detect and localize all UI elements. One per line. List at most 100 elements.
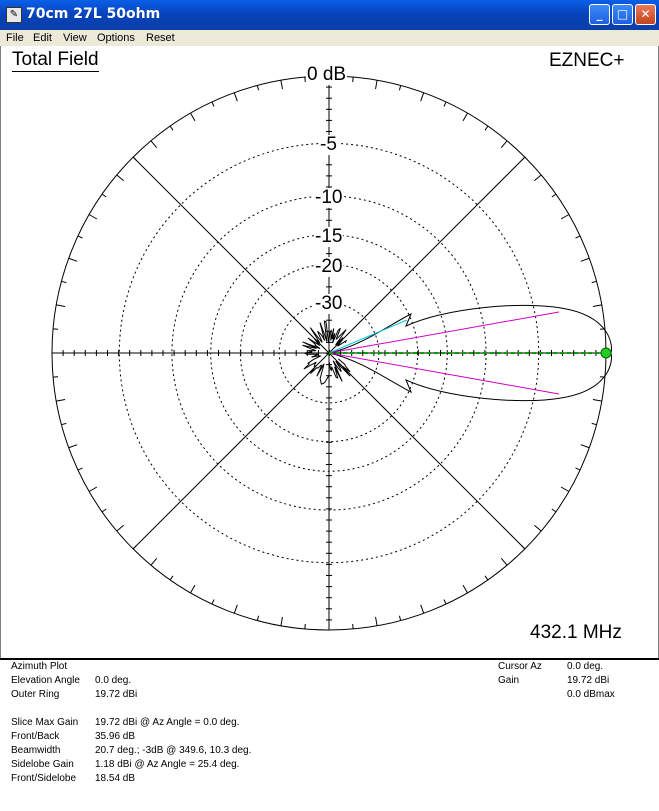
info-value-elevation: 0.0 deg. [95,675,132,686]
menu-options[interactable]: Options [97,32,135,44]
ring-tick [591,280,597,284]
ring-tick [190,112,196,122]
brand-label: EZNEC+ [549,50,625,71]
ring-tick [233,92,238,102]
ring-tick [150,140,158,149]
polar-plot[interactable] [1,46,658,658]
plot-area[interactable]: Total Field EZNEC+ 0 dB -5 -10 -15 -20 -… [0,46,659,658]
info-label-front-sidelobe: Front/Sidelobe [11,773,77,784]
info-value-max-gain: 19.72 dBi @ Az Angle = 0.0 deg. [95,717,240,728]
ring-tick [116,524,125,532]
info-label-elevation: Elevation Angle [11,675,80,686]
window-title: 70cm 27L 50ohm [26,6,161,22]
info-panel: Azimuth Plot Elevation Angle 0.0 deg. Ou… [0,660,659,811]
ring-tick [551,193,557,198]
ring-tick [233,604,238,614]
plot-overlay [302,304,612,402]
ring-tick [169,575,174,581]
ring-tick [484,575,489,581]
info-value-cursor-az: 0.0 deg. [567,661,604,672]
ring-tick [420,92,425,102]
ring-label-minus30: -30 [314,293,344,314]
ring-tick [211,101,215,107]
ring-tick [462,584,468,594]
ring-label-minus10: -10 [314,187,344,208]
menu-bar: File Edit View Options Reset [0,30,659,46]
info-value-gain: 19.72 dBi [567,675,610,686]
ring-tick [68,257,78,262]
ring-label-0db: 0 dB [306,64,348,85]
info-label-front-back: Front/Back [11,731,60,742]
grid-spoke [328,352,526,550]
ring-tick [280,80,283,90]
ring-tick [68,444,78,449]
app-icon[interactable]: ✎ [6,7,22,23]
grid-spoke [328,156,526,354]
ring-tick [211,599,215,605]
info-label-beamwidth: Beamwidth [11,745,61,756]
frequency-label: 432.1 MHz [530,622,622,643]
info-label-gain: Gain [498,675,520,686]
grid-spoke [132,156,330,354]
info-label-cursor-az: Cursor Az [498,661,542,672]
info-value-front-back: 35.96 dB [95,731,136,742]
info-value-gain-dbmax: 0.0 dBmax [567,689,615,700]
ring-label-minus20: -20 [314,256,344,277]
ring-tick [116,174,125,182]
ring-tick [190,584,196,594]
ring-tick [533,174,542,182]
ring-tick [88,486,98,492]
ring-tick [375,80,378,90]
info-value-outer-ring: 19.72 dBi [95,689,138,700]
menu-view[interactable]: View [63,32,87,44]
info-label-sidelobe-gain: Sidelobe Gain [11,759,74,770]
ring-tick [551,508,557,513]
maximize-button[interactable]: □ [612,4,633,25]
info-label-outer-ring: Outer Ring [11,689,60,700]
minimize-button[interactable]: _ [589,4,610,25]
ring-tick [101,193,107,198]
ring-tick [592,304,602,307]
ring-tick [56,304,66,307]
info-value-sidelobe-gain: 1.18 dBi @ Az Angle = 25.4 deg. [95,759,240,770]
menu-edit[interactable]: Edit [33,32,52,44]
ring-tick [591,422,597,426]
ring-tick [132,544,138,550]
ring-tick [500,557,508,566]
info-label-max-gain: Slice Max Gain [11,717,79,728]
info-value-beamwidth: 20.7 deg.; -3dB @ 349.6, 10.3 deg. [95,745,252,756]
ring-tick [484,125,489,131]
ring-tick [256,615,260,621]
cursor-dot [600,347,612,359]
ring-tick [580,444,590,449]
ring-tick [592,399,602,402]
ring-tick [520,156,526,162]
ring-tick [420,604,425,614]
title-bar[interactable]: ✎ 70cm 27L 50ohm _ □ ✕ [0,0,659,30]
beamwidth-line-upper [328,311,560,354]
ring-tick [560,486,570,492]
ring-tick [375,616,378,626]
ring-tick [462,112,468,122]
panel-divider [0,658,659,660]
ring-label-minus15: -15 [314,226,344,247]
ring-tick [256,85,260,91]
ring-tick [398,85,402,91]
ring-tick [132,156,138,162]
ring-tick [280,616,283,626]
ring-tick [398,615,402,621]
close-button[interactable]: ✕ [635,4,656,25]
info-value-front-sidelobe: 18.54 dB [95,773,136,784]
ring-tick [61,422,67,426]
menu-file[interactable]: File [6,32,24,44]
ring-tick [101,508,107,513]
beamwidth-line-lower [328,352,560,395]
ring-tick [580,257,590,262]
info-label-plot-type: Azimuth Plot [11,661,68,672]
menu-reset[interactable]: Reset [146,32,175,44]
ring-tick [77,467,83,471]
ring-tick [520,544,526,550]
ring-tick [56,399,66,402]
polar-grid [51,75,607,631]
ring-tick [443,599,447,605]
